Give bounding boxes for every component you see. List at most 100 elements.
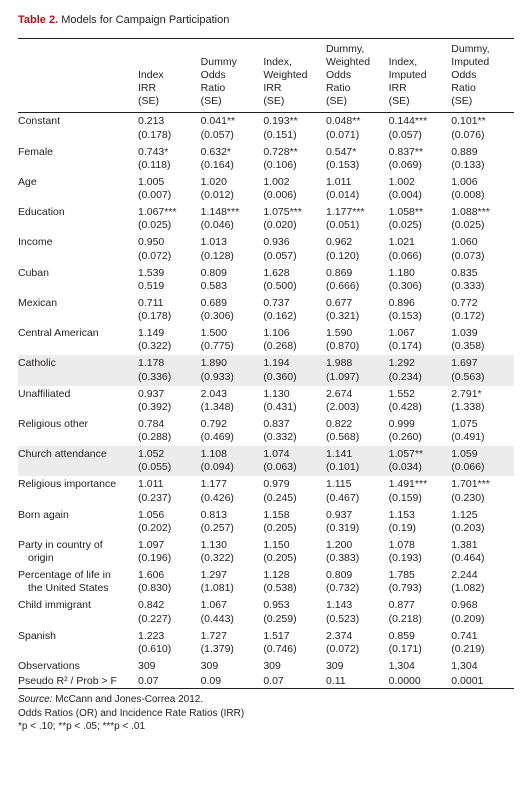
table-row: Education1.067***1.148***1.075***1.177**…: [18, 204, 514, 219]
source-label: Source:: [18, 694, 52, 705]
cell-se: (0.151): [263, 129, 326, 144]
column-header: IRR: [389, 82, 452, 95]
row-label: Church attendance: [18, 446, 138, 461]
table-row: the United States(0.830)(1.081)(0.538)(0…: [18, 582, 514, 597]
row-label: [18, 219, 138, 234]
cell-estimate: 1.075***: [263, 204, 326, 219]
column-header: Ratio: [201, 82, 264, 95]
cell-estimate: 0.869: [326, 265, 389, 280]
cell-estimate: 1.130: [263, 386, 326, 401]
cell-estimate: 1.628: [263, 265, 326, 280]
cell-se: (0.025): [451, 219, 514, 234]
table-footnotes: Source: McCann and Jones-Correa 2012. Od…: [18, 693, 514, 734]
cell-estimate: 1.039: [451, 325, 514, 340]
column-header: [138, 38, 201, 56]
cell-se: (0.057): [263, 250, 326, 265]
row-label: Spanish: [18, 628, 138, 643]
row-label: Born again: [18, 507, 138, 522]
cell-estimate: 1.517: [263, 628, 326, 643]
cell-estimate: 1.141: [326, 446, 389, 461]
cell-se: (0.443): [201, 613, 264, 628]
cell-estimate: 0.09: [201, 673, 264, 689]
row-label: Religious importance: [18, 476, 138, 491]
table-row: Church attendance1.0521.1081.0741.1411.0…: [18, 446, 514, 461]
cell-estimate: 1.381: [451, 537, 514, 552]
cell-se: (0.051): [326, 219, 389, 234]
footnote-definitions: Odds Ratios (OR) and Incidence Rate Rati…: [18, 707, 514, 721]
cell-se: (0.120): [326, 250, 389, 265]
cell-estimate: 1.148***: [201, 204, 264, 219]
cell-se: 0.583: [201, 280, 264, 295]
cell-estimate: 1.606: [138, 567, 201, 582]
column-header: IRR: [263, 82, 326, 95]
cell-se: (0.268): [263, 340, 326, 355]
cell-se: (0.306): [201, 310, 264, 325]
cell-estimate: 1.785: [389, 567, 452, 582]
cell-se: (0.025): [138, 219, 201, 234]
table-row: Constant0.2130.041**0.193**0.048**0.144*…: [18, 113, 514, 129]
row-label: [18, 340, 138, 355]
column-header: Index,: [389, 56, 452, 69]
column-header: (SE): [451, 95, 514, 113]
cell-estimate: 1.074: [263, 446, 326, 461]
table-row: (0.227)(0.443)(0.259)(0.523)(0.218)(0.20…: [18, 613, 514, 628]
cell-estimate: 0.743*: [138, 144, 201, 159]
column-header: (SE): [263, 95, 326, 113]
cell-estimate: 0.953: [263, 597, 326, 612]
cell-estimate: 1.021: [389, 234, 452, 249]
cell-estimate: 1.057**: [389, 446, 452, 461]
cell-estimate: 2.244: [451, 567, 514, 582]
cell-estimate: 0.835: [451, 265, 514, 280]
footnote-source: Source: McCann and Jones-Correa 2012.: [18, 693, 514, 707]
row-label: Constant: [18, 113, 138, 129]
row-label: [18, 401, 138, 416]
column-header: Dummy: [201, 56, 264, 69]
cell-se: (0.428): [389, 401, 452, 416]
cell-se: (0.870): [326, 340, 389, 355]
cell-se: (0.260): [389, 431, 452, 446]
cell-estimate: 0.968: [451, 597, 514, 612]
table-row: (0.118)(0.164)(0.106)(0.153)(0.069)(0.13…: [18, 159, 514, 174]
table-row: Born again1.0560.8131.1580.9371.1531.125: [18, 507, 514, 522]
row-label: Mexican: [18, 295, 138, 310]
cell-se: (0.288): [138, 431, 201, 446]
cell-se: (0.237): [138, 492, 201, 507]
cell-se: (1.082): [451, 582, 514, 597]
cell-estimate: 0.813: [201, 507, 264, 522]
cell-estimate: 1.058**: [389, 204, 452, 219]
header-spacer: [18, 69, 138, 82]
cell-estimate: 1.178: [138, 355, 201, 370]
row-label: [18, 280, 138, 295]
cell-estimate: 1.020: [201, 174, 264, 189]
cell-se: (0.218): [389, 613, 452, 628]
cell-se: (0.322): [201, 552, 264, 567]
column-header: Ratio: [326, 82, 389, 95]
cell-estimate: 1.056: [138, 507, 201, 522]
table-row: Percentage of life in1.6061.2971.1280.80…: [18, 567, 514, 582]
cell-se: (0.332): [263, 431, 326, 446]
column-header: [263, 38, 326, 56]
cell-se: (0.467): [326, 492, 389, 507]
cell-se: (0.046): [201, 219, 264, 234]
cell-se: (0.469): [201, 431, 264, 446]
cell-estimate: 0.809: [201, 265, 264, 280]
cell-estimate: 1.223: [138, 628, 201, 643]
cell-estimate: 1.149: [138, 325, 201, 340]
cell-estimate: 1.097: [138, 537, 201, 552]
cell-estimate: 0.101**: [451, 113, 514, 129]
table-row: (0.178)(0.057)(0.151)(0.071)(0.057)(0.07…: [18, 129, 514, 144]
cell-estimate: 0.822: [326, 416, 389, 431]
cell-estimate: 0.0001: [451, 673, 514, 689]
table-row: Party in country of1.0971.1301.1501.2001…: [18, 537, 514, 552]
table-row: Mexican0.7110.6890.7370.6770.8960.772: [18, 295, 514, 310]
column-header: (SE): [389, 95, 452, 113]
cell-se: (0.066): [451, 461, 514, 476]
cell-se: (0.076): [451, 129, 514, 144]
cell-estimate: 1.011: [138, 476, 201, 491]
cell-se: (0.007): [138, 189, 201, 204]
row-label: Observations: [18, 658, 138, 673]
cell-estimate: 0.048**: [326, 113, 389, 129]
row-label: [18, 189, 138, 204]
cell-estimate: 1.060: [451, 234, 514, 249]
cell-se: (0.008): [451, 189, 514, 204]
